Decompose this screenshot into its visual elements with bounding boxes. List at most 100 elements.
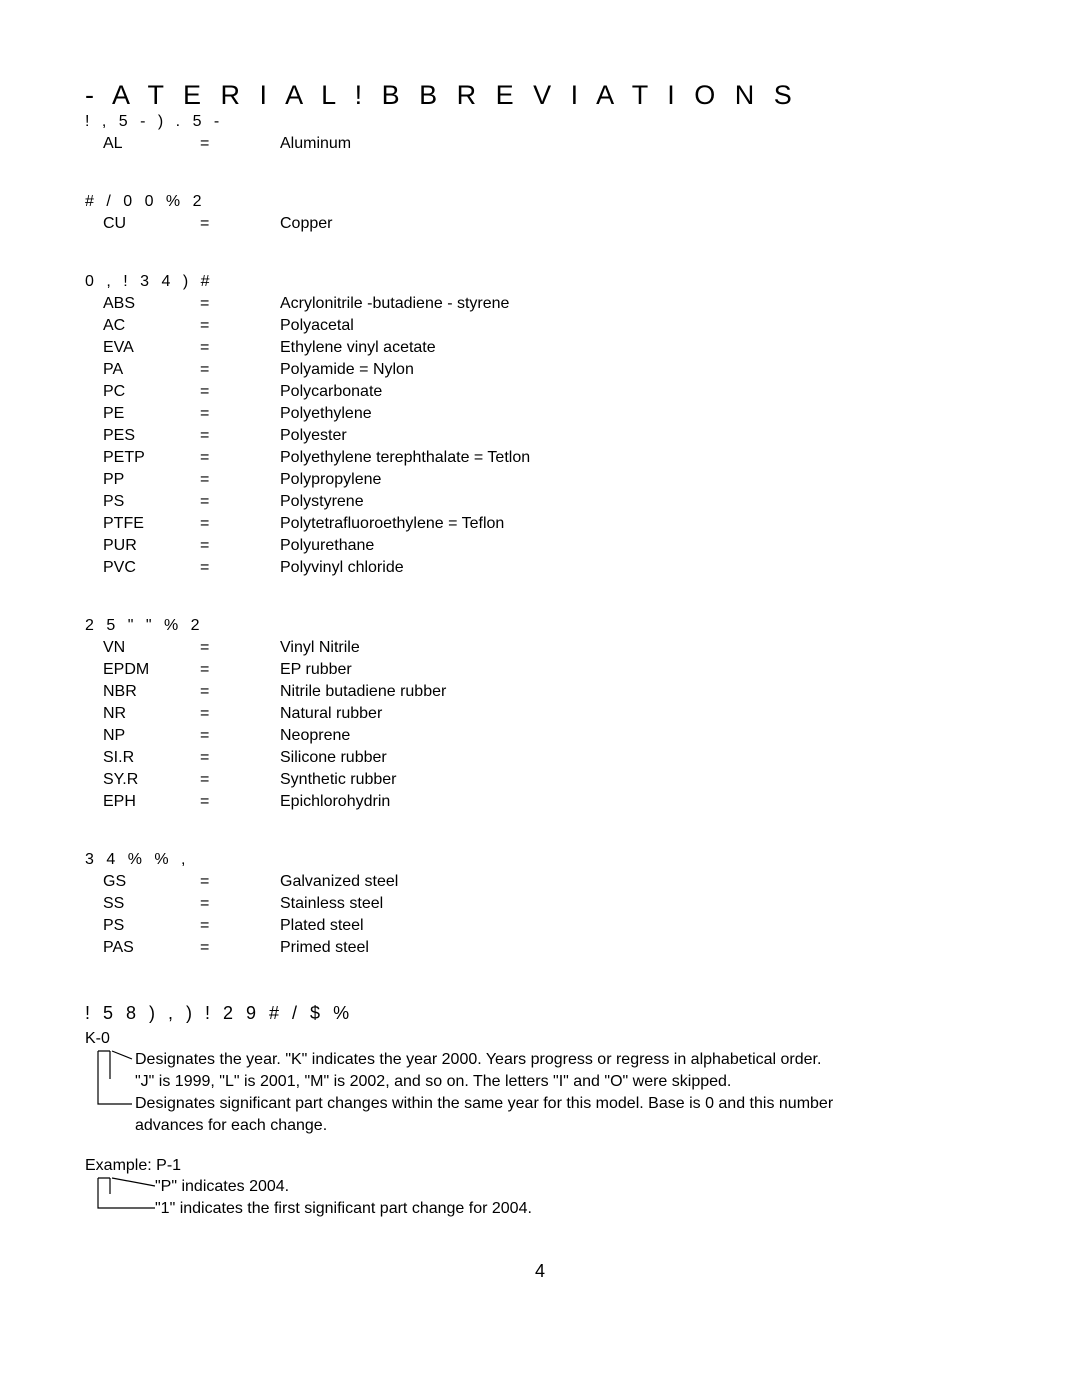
equals-sign: = xyxy=(200,703,280,725)
abbreviation-definition: Ethylene vinyl acetate xyxy=(280,337,995,359)
equals-sign: = xyxy=(200,937,280,959)
abbreviation-definition: Primed steel xyxy=(280,937,995,959)
abbreviation-definition: Galvanized steel xyxy=(280,871,995,893)
equals-sign: = xyxy=(200,557,280,579)
abbreviation-code: ABS xyxy=(85,293,200,315)
note-line: Designates the year. "K" indicates the y… xyxy=(135,1049,995,1071)
abbreviation-definition: Polyacetal xyxy=(280,315,995,337)
abbreviation-code: SI.R xyxy=(85,747,200,769)
page-number: 4 xyxy=(0,1261,1080,1282)
abbreviation-definition: Polyester xyxy=(280,425,995,447)
abbreviation-definition: Polypropylene xyxy=(280,469,995,491)
abbreviation-code: NP xyxy=(85,725,200,747)
abbreviation-code: PS xyxy=(85,915,200,937)
abbreviation-row: PES=Polyester xyxy=(85,425,995,447)
abbreviation-row: NBR=Nitrile butadiene rubber xyxy=(85,681,995,703)
equals-sign: = xyxy=(200,725,280,747)
catalog-notes-2: "P" indicates 2004. "1" indicates the fi… xyxy=(85,1176,995,1220)
abbreviation-definition: Synthetic rubber xyxy=(280,769,995,791)
abbreviation-row: CU=Copper xyxy=(85,213,995,235)
abbreviation-definition: Acrylonitrile -butadiene - styrene xyxy=(280,293,995,315)
abbreviation-definition: Silicone rubber xyxy=(280,747,995,769)
abbreviation-code: PAS xyxy=(85,937,200,959)
note-line: advances for each change. xyxy=(135,1115,995,1137)
equals-sign: = xyxy=(200,381,280,403)
abbreviation-row: PTFE=Polytetrafluoroethylene = Teflon xyxy=(85,513,995,535)
abbreviation-row: NR=Natural rubber xyxy=(85,703,995,725)
abbreviation-code: NBR xyxy=(85,681,200,703)
abbreviation-definition: Natural rubber xyxy=(280,703,995,725)
abbreviation-definition: Copper xyxy=(280,213,995,235)
note-line: "P" indicates 2004. xyxy=(135,1176,995,1198)
equals-sign: = xyxy=(200,213,280,235)
equals-sign: = xyxy=(200,747,280,769)
abbreviation-row: VN=Vinyl Nitrile xyxy=(85,637,995,659)
abbreviation-row: NP=Neoprene xyxy=(85,725,995,747)
abbreviation-definition: Polyethylene xyxy=(280,403,995,425)
abbreviation-row: PE=Polyethylene xyxy=(85,403,995,425)
abbreviation-code: PP xyxy=(85,469,200,491)
abbreviation-row: SI.R=Silicone rubber xyxy=(85,747,995,769)
abbreviation-code: EPDM xyxy=(85,659,200,681)
note-line: "J" is 1999, "L" is 2001, "M" is 2002, a… xyxy=(135,1071,995,1093)
abbreviation-code: GS xyxy=(85,871,200,893)
abbreviation-row: PS=Polystyrene xyxy=(85,491,995,513)
abbreviation-definition: Polystyrene xyxy=(280,491,995,513)
abbreviation-row: EVA=Ethylene vinyl acetate xyxy=(85,337,995,359)
catalog-title: ! 5 8 ) , ) ! 2 9 # / $ % xyxy=(85,1003,995,1024)
abbreviation-row: PAS=Primed steel xyxy=(85,937,995,959)
equals-sign: = xyxy=(200,513,280,535)
abbreviation-row: PVC=Polyvinyl chloride xyxy=(85,557,995,579)
abbreviation-row: ABS=Acrylonitrile -butadiene - styrene xyxy=(85,293,995,315)
equals-sign: = xyxy=(200,915,280,937)
abbreviation-code: VN xyxy=(85,637,200,659)
equals-sign: = xyxy=(200,133,280,155)
equals-sign: = xyxy=(200,791,280,813)
section-header: 2 5 " " % 2 xyxy=(85,617,995,635)
section-header: # / 0 0 % 2 xyxy=(85,193,995,211)
abbreviation-code: AC xyxy=(85,315,200,337)
sections-container: ! , 5 - ) . 5 -AL=Aluminum# / 0 0 % 2CU=… xyxy=(85,113,995,959)
equals-sign: = xyxy=(200,769,280,791)
document-page: - A T E R I A L ! B B R E V I A T I O N … xyxy=(0,0,1080,1397)
equals-sign: = xyxy=(200,469,280,491)
equals-sign: = xyxy=(200,535,280,557)
abbreviation-code: CU xyxy=(85,213,200,235)
equals-sign: = xyxy=(200,681,280,703)
abbreviation-row: GS=Galvanized steel xyxy=(85,871,995,893)
section-header: 3 4 % % , xyxy=(85,851,995,869)
abbreviation-definition: Aluminum xyxy=(280,133,995,155)
abbreviation-definition: Plated steel xyxy=(280,915,995,937)
equals-sign: = xyxy=(200,491,280,513)
section-header: 0 , ! 3 4 ) # xyxy=(85,273,995,291)
abbreviation-definition: Vinyl Nitrile xyxy=(280,637,995,659)
equals-sign: = xyxy=(200,403,280,425)
abbreviation-row: SS=Stainless steel xyxy=(85,893,995,915)
abbreviation-definition: Polyamide = Nylon xyxy=(280,359,995,381)
equals-sign: = xyxy=(200,315,280,337)
abbreviation-code: PUR xyxy=(85,535,200,557)
equals-sign: = xyxy=(200,337,280,359)
abbreviation-definition: Nitrile butadiene rubber xyxy=(280,681,995,703)
abbreviation-code: PE xyxy=(85,403,200,425)
abbreviation-code: NR xyxy=(85,703,200,725)
abbreviation-code: PTFE xyxy=(85,513,200,535)
abbreviation-code: PA xyxy=(85,359,200,381)
abbreviation-row: SY.R=Synthetic rubber xyxy=(85,769,995,791)
abbreviation-code: EVA xyxy=(85,337,200,359)
equals-sign: = xyxy=(200,425,280,447)
equals-sign: = xyxy=(200,871,280,893)
abbreviation-row: PP=Polypropylene xyxy=(85,469,995,491)
catalog-notes-1: Designates the year. "K" indicates the y… xyxy=(85,1049,995,1137)
page-title: - A T E R I A L ! B B R E V I A T I O N … xyxy=(85,80,995,111)
abbreviation-code: SY.R xyxy=(85,769,200,791)
abbreviation-definition: Polyvinyl chloride xyxy=(280,557,995,579)
abbreviation-row: EPH=Epichlorohydrin xyxy=(85,791,995,813)
equals-sign: = xyxy=(200,637,280,659)
abbreviation-row: PS=Plated steel xyxy=(85,915,995,937)
abbreviation-row: AL=Aluminum xyxy=(85,133,995,155)
abbreviation-definition: Polyurethane xyxy=(280,535,995,557)
abbreviation-definition: Polycarbonate xyxy=(280,381,995,403)
abbreviation-definition: Epichlorohydrin xyxy=(280,791,995,813)
abbreviation-code: PETP xyxy=(85,447,200,469)
